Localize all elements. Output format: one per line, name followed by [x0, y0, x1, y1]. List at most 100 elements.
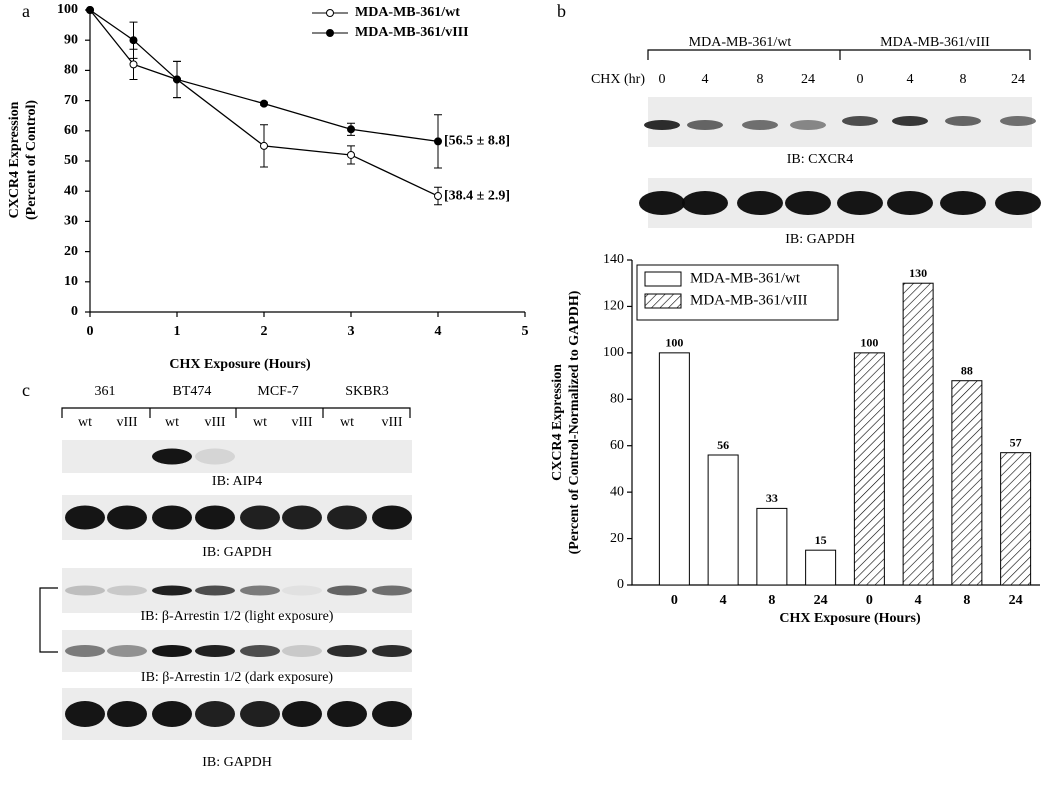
- blot-band: [240, 505, 280, 530]
- blot-band: [107, 645, 147, 657]
- series-line: [89, 9, 439, 143]
- lane-label: 8: [757, 72, 764, 87]
- x-axis-label: CHX Exposure (Hours): [169, 357, 311, 372]
- lane-label: wt: [253, 415, 267, 430]
- y-tick-label: 140: [603, 252, 624, 267]
- blot-band: [682, 191, 728, 215]
- blot-band: [995, 191, 1041, 215]
- lane-label: wt: [340, 415, 354, 430]
- group-label: MCF-7: [257, 384, 298, 399]
- x-tick-label: 8: [768, 593, 775, 608]
- y-tick-label: 20: [610, 531, 624, 546]
- legend-label: MDA-MB-361/vIII: [355, 25, 469, 40]
- lane-label: 24: [1011, 72, 1025, 87]
- blot-band: [945, 116, 981, 126]
- blot-band: [742, 120, 778, 130]
- blot-band: [372, 645, 412, 657]
- lane-label: 0: [659, 72, 666, 87]
- x-tick-label: 4: [720, 593, 727, 608]
- y-tick-label: 10: [64, 274, 78, 289]
- bar: [805, 549, 837, 586]
- marker: [173, 75, 181, 84]
- blot-band: [152, 645, 192, 657]
- y-tick-label: 0: [71, 304, 78, 319]
- blot-band: [372, 701, 412, 727]
- blot-band: [282, 701, 322, 727]
- blot-band: [892, 116, 928, 126]
- blot-band: [1000, 116, 1036, 126]
- x-tick-label: 24: [1009, 593, 1023, 608]
- blot-band: [195, 585, 235, 596]
- blot-band: [327, 505, 367, 530]
- blot-band: [107, 505, 147, 530]
- y-tick-label: 60: [610, 438, 624, 453]
- data-label: 57: [1010, 435, 1022, 449]
- x-tick-label: 24: [814, 593, 828, 608]
- lane-label: wt: [78, 415, 92, 430]
- blot-band: [687, 120, 723, 130]
- lane-label: wt: [165, 415, 179, 430]
- legend-swatch: [644, 271, 682, 287]
- y-tick-label: 100: [57, 2, 78, 17]
- annotation: [38.4 ± 2.9]: [444, 188, 510, 203]
- x-axis-label: CHX Exposure (Hours): [779, 611, 921, 626]
- legend-marker: [326, 9, 334, 17]
- x-tick-label: 4: [435, 324, 442, 339]
- data-label: 15: [815, 533, 827, 547]
- blot-band: [790, 120, 826, 130]
- blot-band: [107, 701, 147, 727]
- blot-caption: IB: AIP4: [212, 474, 262, 489]
- x-tick-label: 1: [174, 324, 181, 339]
- legend-swatch: [644, 293, 682, 309]
- data-label: 100: [665, 336, 683, 350]
- lane-label: 8: [960, 72, 967, 87]
- lane-label: 24: [801, 72, 815, 87]
- group-label: SKBR3: [345, 384, 389, 399]
- marker: [347, 150, 355, 159]
- marker: [434, 137, 442, 146]
- marker: [86, 6, 94, 14]
- condition-label: CHX (hr): [591, 72, 645, 87]
- blot-band: [152, 448, 192, 465]
- blot-band: [940, 191, 986, 215]
- y-tick-label: 90: [64, 32, 78, 47]
- group-label: MDA-MB-361/vIII: [880, 35, 990, 50]
- marker: [260, 141, 268, 150]
- lane-label: vIII: [117, 415, 138, 430]
- bar: [902, 282, 934, 586]
- blot-band: [282, 505, 322, 530]
- y-tick-label: 70: [64, 93, 78, 108]
- group-bracket: [61, 407, 411, 418]
- blot-band: [785, 191, 831, 215]
- blot-band: [65, 585, 105, 596]
- y-tick-label: 40: [64, 183, 78, 198]
- blot-band: [842, 116, 878, 126]
- blot-caption: IB: GAPDH: [202, 545, 272, 560]
- blot-band: [240, 645, 280, 657]
- x-tick-label: 4: [915, 593, 922, 608]
- lane-label: vIII: [382, 415, 403, 430]
- y-axis-label: (Percent of Control): [24, 100, 39, 220]
- x-tick-label: 8: [963, 593, 970, 608]
- legend-label: MDA-MB-361/wt: [355, 5, 460, 20]
- y-tick-label: 100: [603, 345, 624, 360]
- marker: [129, 60, 138, 69]
- y-tick-label: 30: [64, 214, 78, 229]
- blot-band: [372, 585, 412, 596]
- bar: [853, 352, 885, 586]
- blot-band: [107, 585, 147, 596]
- bar: [1000, 452, 1032, 586]
- y-tick-label: 40: [610, 484, 624, 499]
- x-tick-label: 2: [261, 324, 268, 339]
- blot-band: [372, 505, 412, 530]
- blot-caption: IB: GAPDH: [785, 232, 855, 247]
- x-tick-label: 0: [866, 593, 873, 608]
- y-tick-label: 80: [64, 63, 78, 78]
- y-axis-label: (Percent of Control-Normalized to GAPDH): [567, 290, 582, 554]
- blot-band: [240, 701, 280, 727]
- blot-band: [195, 701, 235, 727]
- panel-label: b: [557, 1, 566, 21]
- blot-caption: IB: β-Arrestin 1/2 (light exposure): [141, 609, 334, 624]
- group-label: MDA-MB-361/wt: [689, 35, 792, 50]
